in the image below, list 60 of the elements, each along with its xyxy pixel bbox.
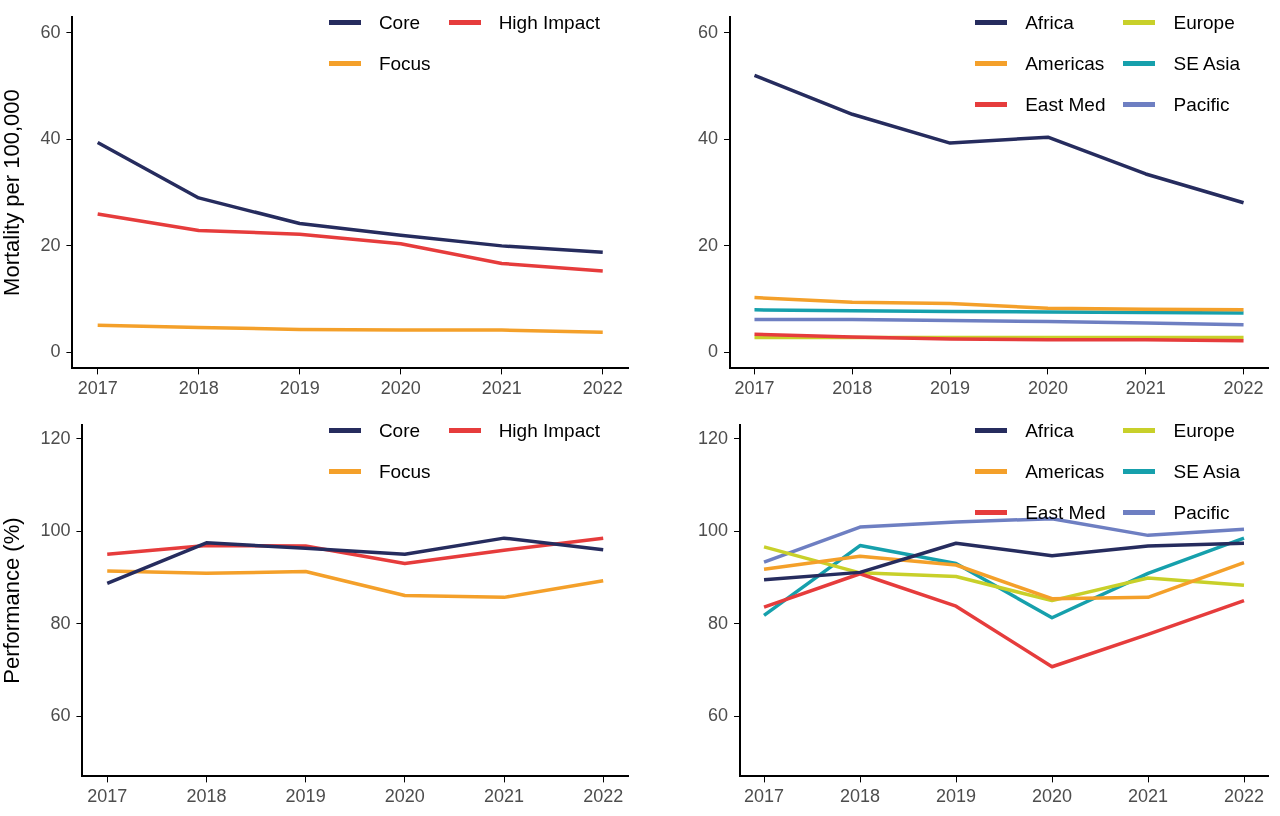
y-tick-label: 100 xyxy=(697,520,729,541)
legend-label: SE Asia xyxy=(1173,460,1240,483)
legend-label: High Impact xyxy=(498,11,600,34)
legend-label: Pacific xyxy=(1173,93,1230,116)
x-tick-label: 2022 xyxy=(583,786,624,807)
y-axis-title: Mortality per 100,000 xyxy=(0,89,25,296)
legend-label: Africa xyxy=(1025,419,1074,442)
y-tick-label: 60 xyxy=(50,705,71,726)
y-tick-label: 60 xyxy=(40,21,61,42)
y-tick-label: 20 xyxy=(40,234,61,255)
y-tick-label: 120 xyxy=(40,427,71,448)
x-tick-label: 2019 xyxy=(279,378,320,399)
x-tick-label: 2018 xyxy=(840,786,881,807)
x-tick-label: 2021 xyxy=(1125,378,1166,399)
x-tick-label: 2019 xyxy=(936,786,977,807)
y-tick-label: 20 xyxy=(697,234,719,255)
legend-label: High Impact xyxy=(498,419,600,442)
y-axis-title: Performance (%) xyxy=(0,517,25,684)
x-tick-label: 2018 xyxy=(186,786,227,807)
legend-label: East Med xyxy=(1025,501,1106,524)
legend-label: Americas xyxy=(1025,52,1105,75)
y-tick-label: 80 xyxy=(708,612,729,633)
x-tick-label: 2020 xyxy=(384,786,425,807)
x-tick-label: 2020 xyxy=(1027,378,1068,399)
y-tick-label: 60 xyxy=(697,21,719,42)
x-tick-label: 2017 xyxy=(87,786,128,807)
legend-label: Europe xyxy=(1173,419,1235,442)
x-tick-label: 2020 xyxy=(380,378,421,399)
legend-label: Americas xyxy=(1025,460,1105,483)
x-tick-label: 2021 xyxy=(1127,786,1169,807)
y-tick-label: 0 xyxy=(708,341,719,362)
x-tick-label: 2017 xyxy=(744,786,785,807)
y-tick-label: 40 xyxy=(697,128,719,149)
legend-label: Focus xyxy=(378,52,431,75)
legend-label: Focus xyxy=(378,460,431,483)
x-tick-label: 2021 xyxy=(481,378,522,399)
legend-label: East Med xyxy=(1025,93,1106,116)
legend-label: Europe xyxy=(1173,11,1235,34)
x-tick-label: 2018 xyxy=(832,378,873,399)
x-tick-label: 2022 xyxy=(1223,378,1264,399)
x-tick-label: 2018 xyxy=(178,378,219,399)
legend-label: Core xyxy=(378,11,421,34)
legend-label: Pacific xyxy=(1173,501,1230,524)
y-tick-label: 40 xyxy=(40,128,61,149)
legend-label: Core xyxy=(378,419,421,442)
x-tick-label: 2020 xyxy=(1031,786,1073,807)
y-tick-label: 120 xyxy=(697,427,729,448)
legend-label: Africa xyxy=(1025,11,1074,34)
x-tick-label: 2017 xyxy=(77,378,118,399)
x-tick-label: 2019 xyxy=(285,786,326,807)
x-tick-label: 2022 xyxy=(582,378,623,399)
x-tick-label: 2022 xyxy=(1223,786,1265,807)
y-tick-label: 80 xyxy=(50,612,71,633)
x-tick-label: 2017 xyxy=(734,378,775,399)
legend-label: SE Asia xyxy=(1173,52,1240,75)
y-tick-label: 0 xyxy=(50,341,61,362)
y-tick-label: 60 xyxy=(708,705,729,726)
y-tick-label: 100 xyxy=(40,520,71,541)
x-tick-label: 2021 xyxy=(483,786,525,807)
x-tick-label: 2019 xyxy=(930,378,971,399)
